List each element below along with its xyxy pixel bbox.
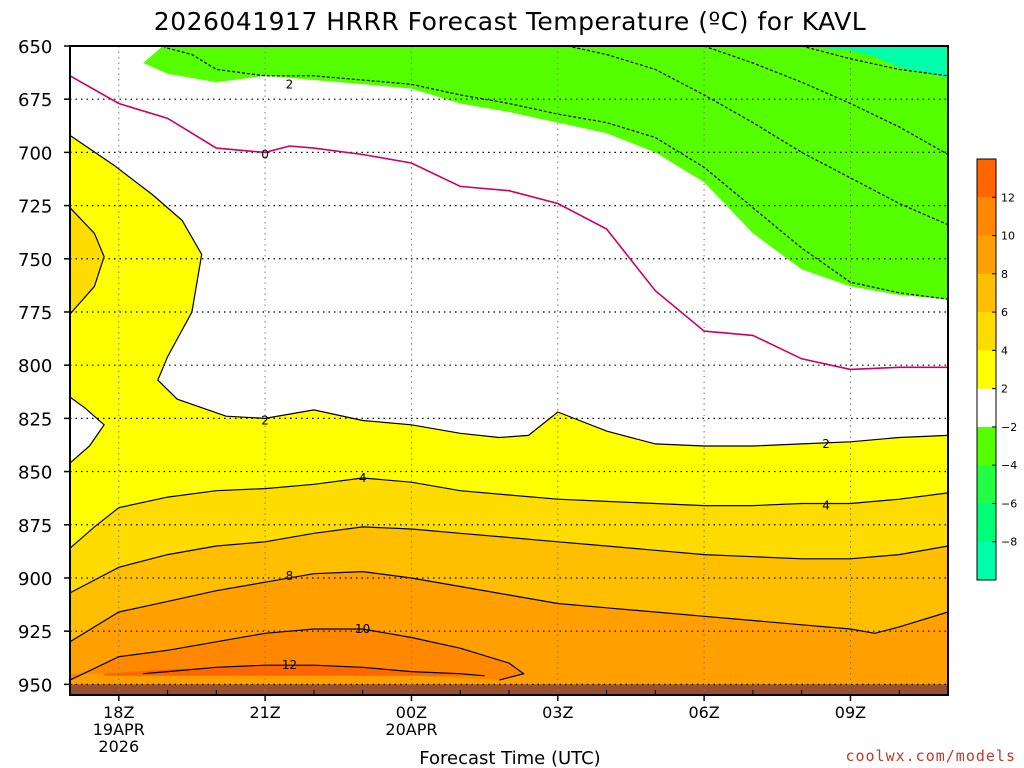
colorbar-band-6 <box>977 388 996 428</box>
contour-line-neg6-11 <box>703 45 949 156</box>
y-tick-label-950: 950 <box>18 675 52 696</box>
y-tick-label-775: 775 <box>18 303 52 324</box>
contour-line-12-7 <box>143 664 485 677</box>
contour-line-4-2 <box>69 207 105 315</box>
contour-line-0-8 <box>69 75 948 371</box>
y-tick-label-650: 650 <box>18 37 52 58</box>
x-tick-label-03Z: 03Z <box>542 703 573 722</box>
colorbar-tick-label-neg6: −6 <box>1001 497 1017 510</box>
colorbar-band-9 <box>977 503 996 543</box>
contour-label-8: 12 <box>282 658 297 672</box>
colorbar-frame <box>976 158 997 581</box>
contour-label-7: 10 <box>355 622 370 636</box>
colorbar-tick-label-6: 6 <box>1001 306 1008 319</box>
colorbar-band-5 <box>977 350 996 390</box>
y-tick-label-850: 850 <box>18 463 52 484</box>
colorbar-tick-label-neg8: −8 <box>1001 536 1017 549</box>
plot-contour-labels: 2 0 2 2 4 4 8 10 12 <box>261 77 830 672</box>
colorbar-band-8 <box>977 465 996 504</box>
x-date-label-18Z: 19APR <box>93 720 145 739</box>
fill-region-neg8-9 <box>791 46 948 78</box>
fill-region-neg2-7 <box>143 46 948 300</box>
contour-line-2-0 <box>69 134 949 447</box>
colorbar-band-1 <box>977 197 996 237</box>
contour-line-6-4 <box>69 526 949 594</box>
colorbar-band-2 <box>977 235 996 275</box>
y-axis: 650 675 700 725 750 775 800 825 850 875 900 925 950 <box>18 37 70 696</box>
contour-label-1: 0 <box>261 148 269 162</box>
colorbar-tick-label-neg4: −4 <box>1001 459 1017 472</box>
plot-contours <box>69 45 949 681</box>
contour-label-2: 2 <box>261 414 269 428</box>
contour-label-3: 2 <box>822 437 830 451</box>
contour-line-neg4-10 <box>567 45 949 226</box>
x-tick-label-21Z: 21Z <box>249 703 280 722</box>
chart-title: 2026041917 HRRR Forecast Temperature (ºC… <box>154 7 866 36</box>
contour-line-2-1 <box>69 396 105 464</box>
x-tick-label-06Z: 06Z <box>688 703 719 722</box>
contour-label-4: 4 <box>359 471 367 485</box>
x-date-label-00Z: 20APR <box>385 720 437 739</box>
colorbar-tick-label-8: 8 <box>1001 268 1008 281</box>
y-tick-label-675: 675 <box>18 90 52 111</box>
colorbar-band-0 <box>977 159 996 198</box>
y-tick-label-700: 700 <box>18 143 52 164</box>
contour-label-5: 4 <box>822 499 830 513</box>
x-year-label-18Z: 2026 <box>98 737 139 756</box>
colorbar-band-7 <box>977 426 996 466</box>
y-tick-label-725: 725 <box>18 197 52 218</box>
y-tick-label-925: 925 <box>18 622 52 643</box>
contour-line-8-5 <box>69 570 949 643</box>
colorbar-tick-label-2: 2 <box>1001 383 1008 396</box>
contour-line-neg8-12 <box>801 45 949 77</box>
contour-line-4-3 <box>69 477 949 549</box>
credit-text: coolwx.com/models <box>845 747 1016 765</box>
colorbar: 12 10 8 6 4 2 −2 −4 −6 −8 <box>976 158 1017 581</box>
x-tick-label-09Z: 09Z <box>835 703 866 722</box>
x-axis-label: Forecast Time (UTC) <box>419 748 600 768</box>
x-tick-label-18Z: 18Z <box>103 703 134 722</box>
fill-region-4-1 <box>70 207 105 315</box>
colorbar-tick-label-4: 4 <box>1001 344 1008 357</box>
colorbar-band-4 <box>977 312 996 351</box>
contour-line-10-6 <box>69 628 525 681</box>
colorbar-band-10 <box>977 541 996 581</box>
y-tick-label-875: 875 <box>18 516 52 537</box>
contour-label-0: 2 <box>286 77 294 91</box>
colorbar-tick-label-neg2: −2 <box>1001 421 1017 434</box>
x-tick-label-00Z: 00Z <box>396 703 427 722</box>
y-tick-label-825: 825 <box>18 409 52 430</box>
y-tick-label-750: 750 <box>18 250 52 271</box>
contour-label-6: 8 <box>286 569 294 583</box>
fill-region-12-6 <box>104 665 485 676</box>
y-tick-label-900: 900 <box>18 569 52 590</box>
colorbar-band-3 <box>977 273 996 313</box>
colorbar-tick-label-12: 12 <box>1001 191 1015 204</box>
plot-frame <box>69 45 949 696</box>
y-tick-label-800: 800 <box>18 356 52 377</box>
fill-region-surface-10 <box>70 684 948 695</box>
fill-region-10-5 <box>70 629 524 681</box>
colorbar-tick-label-10: 10 <box>1001 230 1015 243</box>
